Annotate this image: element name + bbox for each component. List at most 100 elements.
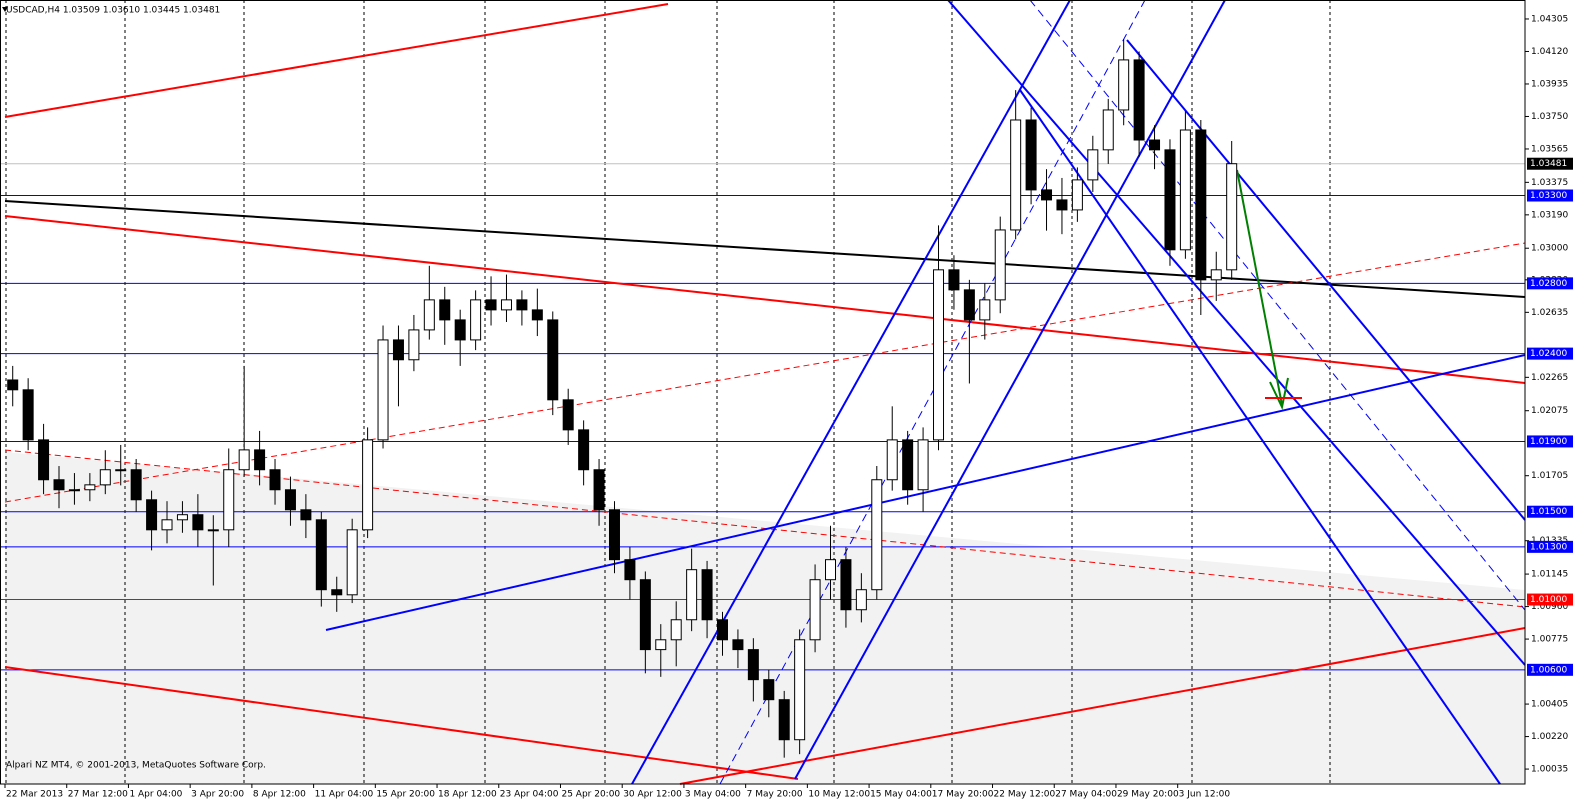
y-tick-label: 1.03935	[1531, 79, 1568, 89]
candle-body	[1102, 109, 1114, 151]
candle-body	[392, 339, 404, 361]
candle-body	[439, 299, 451, 321]
candle-body	[547, 319, 559, 401]
channel-line	[1029, 0, 1526, 611]
y-tick-label: 1.01705	[1531, 471, 1568, 481]
drawings	[4, 0, 1526, 785]
candle-body	[485, 299, 497, 311]
y-tick-label: 1.04120	[1531, 47, 1568, 57]
candle-body	[22, 389, 34, 441]
candle-body	[7, 379, 19, 391]
candle-body	[763, 679, 775, 701]
candle-body	[825, 559, 837, 581]
level-label: 1.01300	[1530, 542, 1567, 552]
x-tick-label: 17 May 20:00	[932, 790, 994, 800]
candle-body	[593, 469, 605, 511]
candle-body	[886, 439, 898, 481]
candle-body	[1210, 269, 1222, 281]
candles	[7, 39, 1238, 758]
y-tick-label: 1.03000	[1531, 244, 1568, 254]
candle-body	[146, 499, 158, 531]
trend-line	[4, 3, 669, 118]
candle-body	[254, 449, 266, 471]
candle-body	[994, 229, 1006, 301]
y-tick-label: 1.02075	[1531, 406, 1568, 416]
y-tick-label: 1.00220	[1531, 732, 1568, 742]
candle-body	[516, 299, 528, 311]
x-tick-label: 3 Apr 20:00	[191, 790, 244, 800]
candle-body	[84, 484, 96, 491]
y-tick-label: 1.00960	[1531, 602, 1568, 612]
y-tick-label: 1.01145	[1531, 570, 1568, 580]
candle-body	[300, 509, 312, 521]
channel-line	[719, 0, 1146, 785]
y-tick-label: 1.00775	[1531, 635, 1568, 645]
trend-line	[4, 242, 1526, 503]
candle-body	[161, 519, 173, 531]
candle-body	[408, 329, 420, 361]
candle-body	[207, 529, 219, 532]
arrow-head	[1269, 377, 1289, 411]
candle-body	[686, 569, 698, 621]
x-tick-label: 3 Jun 12:00	[1179, 790, 1231, 800]
candle-body	[331, 589, 343, 596]
level-tag	[1527, 189, 1573, 202]
x-tick-label: 8 Apr 12:00	[253, 790, 306, 800]
candle-body	[732, 639, 744, 651]
level-tag	[1527, 505, 1573, 518]
candle-body	[902, 439, 914, 491]
candle-body	[1179, 129, 1191, 251]
level-label: 1.01000	[1530, 595, 1567, 605]
time-axis: 22 Mar 2013 27 Mar 12:00 1 Apr 04:00 3 Apr …	[4, 784, 1231, 800]
candle-body	[284, 489, 296, 511]
x-tick-label: 29 May 20:00	[1117, 790, 1179, 800]
candle-body	[192, 514, 204, 531]
candle-body	[840, 559, 852, 611]
x-tick-label: 22 May 12:00	[994, 790, 1056, 800]
y-tick-label: 1.00035	[1531, 765, 1568, 775]
candle-body	[1118, 59, 1130, 111]
y-tick-label: 1.02635	[1531, 308, 1568, 318]
level-tag	[1527, 663, 1573, 676]
level-tag	[1527, 540, 1573, 553]
candle-body	[562, 399, 574, 431]
candle-body	[1226, 163, 1238, 271]
plot-frame	[0, 0, 1526, 785]
x-tick-label: 18 Apr 12:00	[438, 790, 497, 800]
candle-body	[115, 469, 127, 472]
x-tick-label: 10 May 12:00	[808, 790, 870, 800]
x-tick-label: 30 Apr 12:00	[623, 790, 682, 800]
candle-body	[855, 589, 867, 611]
levels	[0, 163, 1525, 671]
y-tick-label: 1.03190	[1531, 210, 1568, 220]
candle-body	[346, 529, 358, 596]
level-tag	[1527, 347, 1573, 360]
candle-body	[68, 489, 80, 492]
x-tick-label: 15 May 04:00	[870, 790, 932, 800]
channel-line	[794, 0, 1226, 780]
shaded-channel	[5, 452, 1525, 784]
candle-body	[747, 649, 759, 681]
x-tick-label: 27 May 04:00	[1055, 790, 1117, 800]
x-tick-label: 1 Apr 04:00	[129, 790, 182, 800]
candle-body	[578, 429, 590, 471]
candle-body	[963, 289, 975, 321]
x-tick-label: 7 May 20:00	[747, 790, 803, 800]
level-tag	[1527, 593, 1573, 606]
candle-body	[624, 559, 636, 581]
level-label: 1.01500	[1530, 507, 1567, 517]
candle-body	[1071, 179, 1083, 211]
candle-body	[531, 309, 543, 321]
x-tick-label: 11 Apr 04:00	[315, 790, 374, 800]
candle-body	[454, 319, 466, 341]
candle-body	[99, 469, 111, 486]
candle-body	[1056, 199, 1068, 211]
channel-line	[1019, 89, 1501, 785]
candle-body	[933, 269, 945, 441]
candle-body	[979, 299, 991, 321]
candle-body	[38, 439, 50, 481]
y-tick-label: 1.03375	[1531, 178, 1568, 188]
candle-body	[794, 639, 806, 741]
candle-body	[1041, 189, 1053, 201]
